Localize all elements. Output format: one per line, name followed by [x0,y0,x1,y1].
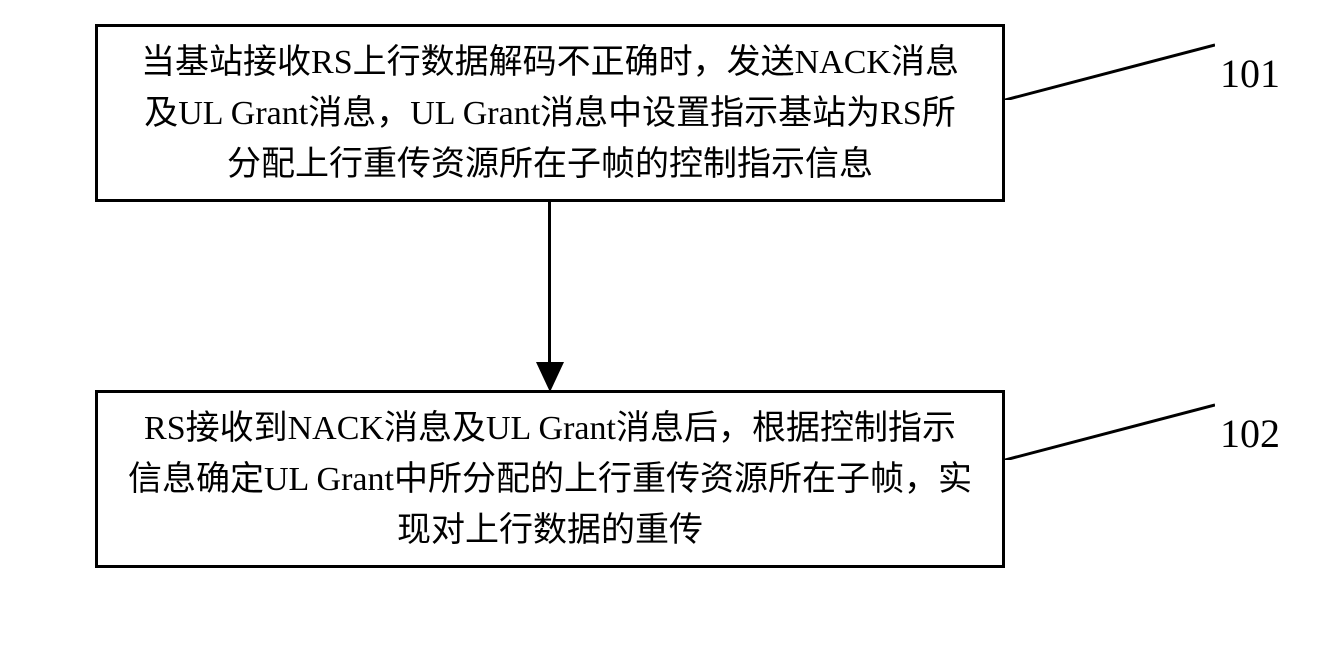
flowchart-node-1-text: 当基站接收RS上行数据解码不正确时，发送NACK消息及UL Grant消息，UL… [128,37,972,190]
flowchart-edge-line [548,202,551,367]
flowchart-edge-arrowhead [536,362,564,392]
step-label-1: 101 [1220,50,1280,97]
flowchart-container: 当基站接收RS上行数据解码不正确时，发送NACK消息及UL Grant消息，UL… [0,0,1321,645]
step-label-2: 102 [1220,410,1280,457]
flowchart-node-2-text: RS接收到NACK消息及UL Grant消息后，根据控制指示信息确定UL Gra… [128,403,972,556]
flowchart-node-2: RS接收到NACK消息及UL Grant消息后，根据控制指示信息确定UL Gra… [95,390,1005,568]
label-1-connector [1005,40,1215,100]
label-2-connector [1005,400,1215,460]
flowchart-node-1: 当基站接收RS上行数据解码不正确时，发送NACK消息及UL Grant消息，UL… [95,24,1005,202]
